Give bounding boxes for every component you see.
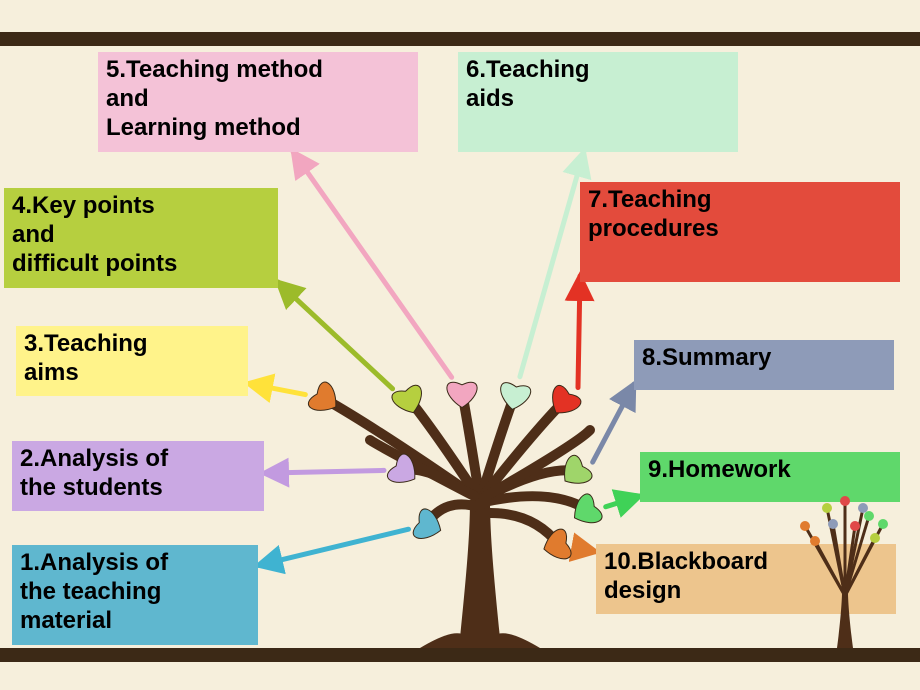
arrow-b9 bbox=[606, 496, 640, 507]
leaf-l4 bbox=[390, 384, 427, 418]
arrow-b6 bbox=[520, 152, 584, 377]
leaf-l1 bbox=[412, 507, 446, 544]
diagram-stage: 1.Analysis of the teaching material 2.Ana… bbox=[0, 0, 920, 690]
arrow-b7 bbox=[578, 276, 580, 388]
label-box-b8: 8.Summary bbox=[634, 340, 894, 390]
label-box-b7: 7.Teaching procedures bbox=[580, 182, 900, 282]
label-box-b2: 2.Analysis of the students bbox=[12, 441, 264, 511]
arrow-b10 bbox=[577, 548, 596, 552]
label-box-b3: 3.Teaching aims bbox=[16, 326, 248, 396]
label-box-b1: 1.Analysis of the teaching material bbox=[12, 545, 258, 645]
leaf-l5 bbox=[447, 382, 477, 407]
arrow-b8 bbox=[593, 384, 634, 462]
label-box-b6: 6.Teaching aids bbox=[458, 52, 738, 152]
leaf-l2 bbox=[385, 452, 423, 491]
label-box-b4: 4.Key points and difficult points bbox=[4, 188, 278, 288]
border-bar-top bbox=[0, 32, 920, 46]
arrow-b4 bbox=[278, 282, 393, 389]
label-box-b10: 10.Blackboard design bbox=[596, 544, 896, 614]
leaf-l6 bbox=[497, 382, 531, 412]
label-box-b9: 9.Homework bbox=[640, 452, 900, 502]
border-bar-bottom bbox=[0, 648, 920, 662]
arrow-b3 bbox=[248, 383, 305, 394]
leaf-l8 bbox=[555, 453, 594, 492]
arrow-b2 bbox=[264, 470, 384, 473]
label-box-b5: 5.Teaching method and Learning method bbox=[98, 52, 418, 152]
arrow-b5 bbox=[293, 152, 451, 377]
leaf-l7 bbox=[544, 383, 583, 421]
leaf-l3 bbox=[306, 380, 344, 419]
leaf-l10 bbox=[540, 528, 572, 564]
arrow-b1 bbox=[258, 529, 408, 565]
leaf-l9 bbox=[567, 492, 604, 531]
